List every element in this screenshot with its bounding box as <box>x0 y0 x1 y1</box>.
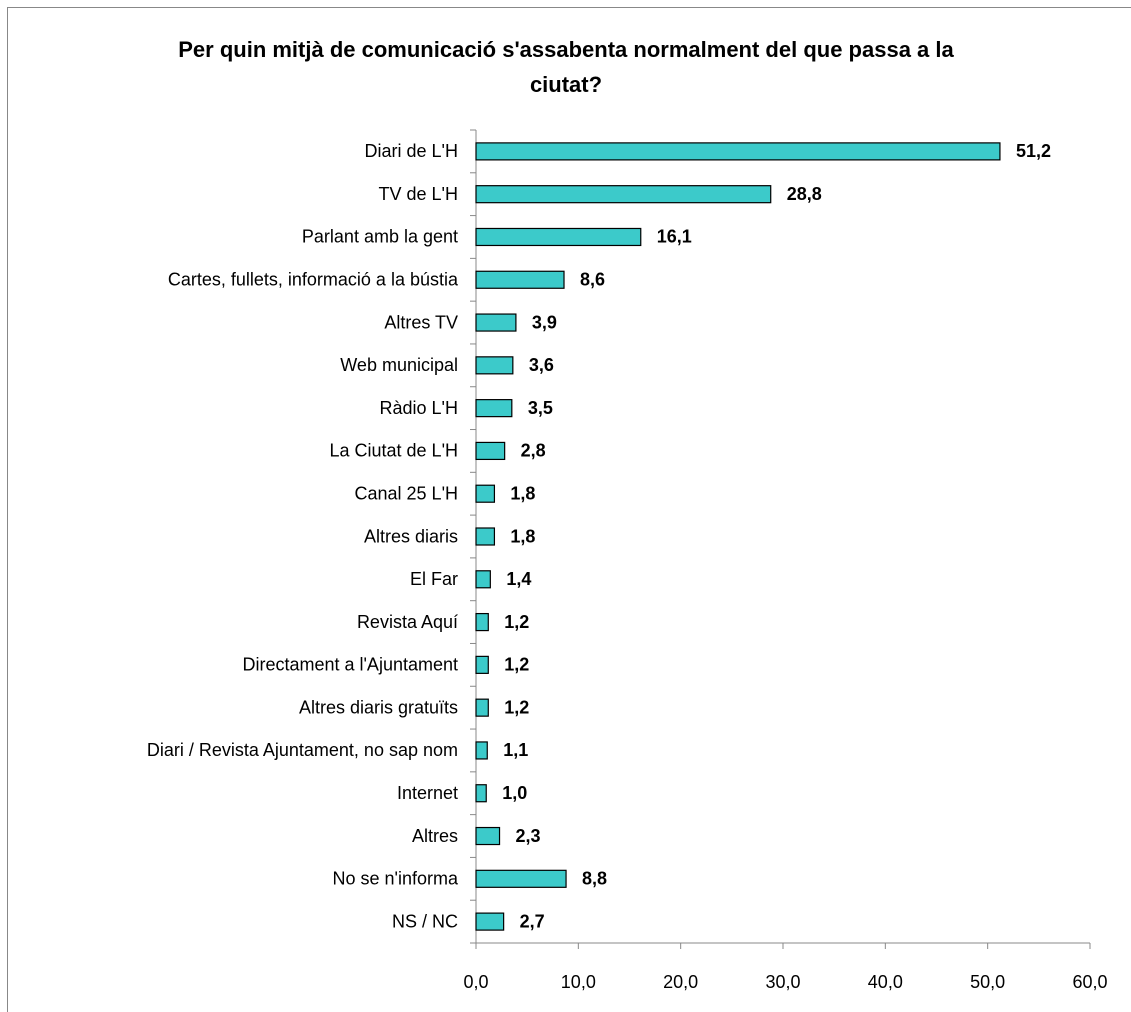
x-tick-label: 60,0 <box>1072 972 1107 992</box>
bar <box>475 527 496 546</box>
y-tick-label: Revista Aquí <box>357 612 458 632</box>
data-label: 1,1 <box>503 740 528 760</box>
y-tick-label: Parlant amb la gent <box>302 227 458 247</box>
y-tick-label: Directament a l'Ajuntament <box>242 655 458 675</box>
data-label: 1,2 <box>504 612 529 632</box>
data-label: 2,3 <box>516 826 541 846</box>
bar <box>475 826 501 846</box>
x-tick-label: 10,0 <box>561 972 596 992</box>
bar <box>475 441 506 461</box>
x-tick-label: 30,0 <box>765 972 800 992</box>
data-label: 3,5 <box>528 398 553 418</box>
data-label: 3,9 <box>532 312 557 332</box>
y-tick-label: Diari / Revista Ajuntament, no sap nom <box>147 740 458 760</box>
bar <box>475 227 642 247</box>
bar <box>475 356 514 375</box>
bar <box>475 570 491 589</box>
y-tick-label: TV de L'H <box>379 184 458 204</box>
y-tick-label: Altres TV <box>384 312 458 332</box>
data-label: 8,8 <box>582 869 607 889</box>
y-tick-label: Altres <box>412 826 458 846</box>
data-label: 8,6 <box>580 270 605 290</box>
y-tick-label: Web municipal <box>340 355 458 375</box>
data-label: 1,0 <box>502 783 527 803</box>
data-label: 2,7 <box>520 911 545 931</box>
x-tick-label: 50,0 <box>970 972 1005 992</box>
y-tick-label: Altres diaris <box>364 526 458 546</box>
y-tick-label: NS / NC <box>392 911 458 931</box>
bar <box>475 612 489 632</box>
bar <box>475 270 565 289</box>
y-tick-label: Altres diaris gratuïts <box>299 697 458 717</box>
y-tick-label: Diari de L'H <box>365 141 458 161</box>
bar <box>475 484 496 503</box>
bar <box>475 741 488 760</box>
bar <box>475 399 513 418</box>
y-tick-label: La Ciutat de L'H <box>329 441 458 461</box>
data-label: 1,8 <box>510 526 535 546</box>
y-tick-label: No se n'informa <box>333 869 459 889</box>
data-label: 1,2 <box>504 697 529 717</box>
data-label: 51,2 <box>1016 141 1051 161</box>
bar <box>475 698 489 717</box>
bar <box>475 912 505 931</box>
y-tick-label: Ràdio L'H <box>380 398 458 418</box>
chart-border <box>7 7 1131 1012</box>
x-tick-label: 20,0 <box>663 972 698 992</box>
y-tick-label: El Far <box>410 569 458 589</box>
bar <box>475 869 567 888</box>
data-label: 1,2 <box>504 655 529 675</box>
x-tick-label: 40,0 <box>868 972 903 992</box>
bar <box>475 655 489 674</box>
data-label: 16,1 <box>657 227 692 247</box>
data-label: 1,4 <box>506 569 531 589</box>
chart-title: Per quin mitjà de comunicació s'assabent… <box>178 37 954 97</box>
bar <box>475 313 517 332</box>
y-tick-label: Canal 25 L'H <box>355 483 459 503</box>
y-tick-label: Cartes, fullets, informació a la bústia <box>168 270 459 290</box>
bar <box>475 142 1001 161</box>
data-label: 3,6 <box>529 355 554 375</box>
data-label: 1,8 <box>510 483 535 503</box>
data-label: 28,8 <box>787 184 822 204</box>
data-label: 2,8 <box>521 441 546 461</box>
bar <box>475 784 487 803</box>
y-tick-label: Internet <box>397 783 458 803</box>
bar <box>475 185 772 204</box>
x-tick-label: 0,0 <box>463 972 488 992</box>
